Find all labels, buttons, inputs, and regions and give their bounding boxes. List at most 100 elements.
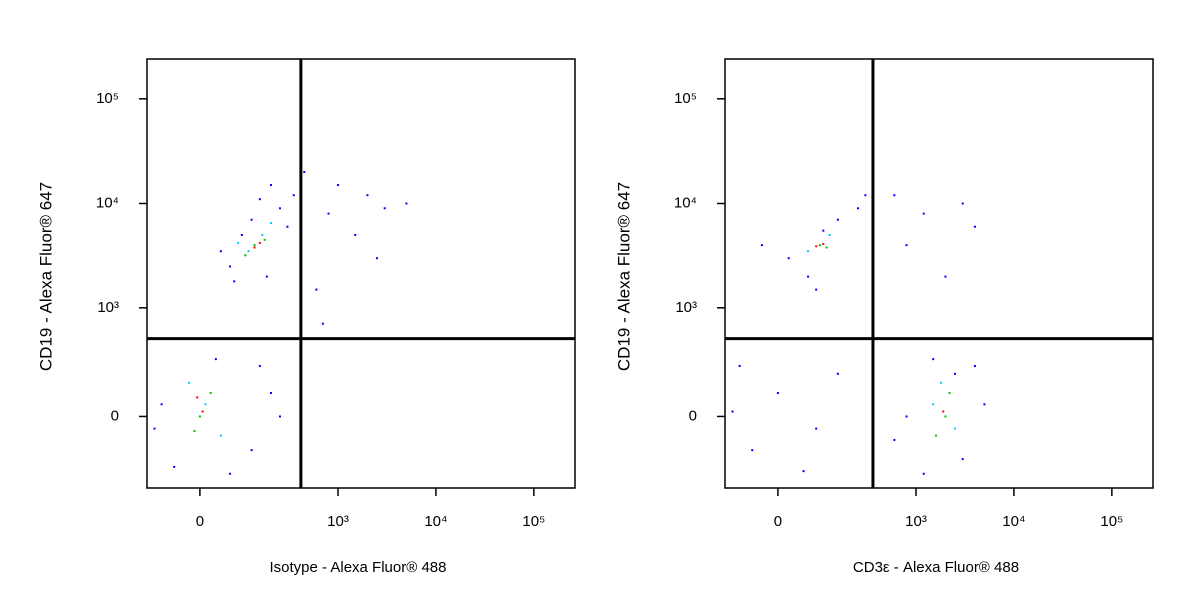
event-dot: [944, 275, 947, 278]
event-dot: [193, 429, 196, 432]
event-dot: [214, 358, 217, 361]
event-dot: [815, 245, 818, 248]
y-tick-label: 10³: [97, 299, 119, 316]
event-dot: [292, 194, 295, 197]
event-dot: [315, 288, 318, 291]
event-dot: [948, 391, 951, 394]
event-dot: [953, 427, 956, 430]
event-dot: [173, 465, 176, 468]
y-tick-label: 10³: [675, 299, 697, 316]
event-dot: [983, 403, 986, 406]
event-dot: [973, 225, 976, 228]
x-tick-label: 10⁵: [522, 513, 545, 530]
event-dot: [961, 202, 964, 205]
event-dot: [354, 234, 357, 237]
event-dot: [219, 250, 222, 253]
event-dot: [321, 322, 324, 325]
event-dot: [934, 434, 937, 437]
event-dot: [973, 365, 976, 368]
event-dot: [822, 229, 825, 232]
event-dot: [905, 415, 908, 418]
event-dot: [828, 234, 831, 237]
event-dot: [366, 194, 369, 197]
event-dot: [922, 472, 925, 475]
event-dot: [815, 288, 818, 291]
y-tick-label: 10⁴: [96, 194, 119, 211]
event-dot: [269, 222, 272, 225]
event-dot: [893, 194, 896, 197]
x-tick-label: 10³: [905, 513, 927, 530]
event-dot: [807, 275, 810, 278]
event-dot: [263, 238, 266, 241]
event-dot: [922, 212, 925, 215]
event-dot: [237, 241, 240, 244]
event-dot: [278, 207, 281, 210]
event-dot: [196, 396, 199, 399]
plot: [153, 170, 408, 475]
event-dot: [405, 202, 408, 205]
event-dot: [807, 250, 810, 253]
x-tick-label: 10⁴: [424, 513, 447, 530]
event-dot: [836, 372, 839, 375]
y-axis-label: CD19 - Alexa Fluor® 647: [614, 182, 633, 371]
x-tick-label: 0: [196, 513, 204, 530]
event-dot: [822, 243, 825, 246]
event-dot: [336, 184, 339, 187]
y-tick-label: 0: [689, 407, 697, 424]
y-tick-label: 10⁴: [674, 194, 697, 211]
x-tick-label: 0: [774, 513, 782, 530]
event-dot: [825, 246, 828, 249]
x-axis-label: CD3ε - Alexa Fluor® 488: [853, 559, 1019, 576]
event-dot: [856, 207, 859, 210]
plot-frame: [146, 58, 576, 489]
event-dot: [250, 218, 253, 221]
event-dot: [383, 207, 386, 210]
event-dot: [250, 449, 253, 452]
event-dot: [219, 434, 222, 437]
event-dot: [253, 244, 256, 247]
event-dot: [247, 250, 250, 253]
event-dot: [818, 244, 821, 247]
event-dot: [893, 438, 896, 441]
event-dot: [229, 472, 232, 475]
plot-frame: [724, 58, 1154, 489]
event-dot: [201, 410, 204, 413]
event-dot: [760, 244, 763, 247]
event-dot: [944, 415, 947, 418]
event-dot: [253, 246, 256, 249]
event-dot: [261, 234, 264, 237]
event-dot: [836, 218, 839, 221]
event-dot: [375, 257, 378, 260]
event-dot: [265, 275, 268, 278]
event-dot: [751, 449, 754, 452]
event-dot: [905, 244, 908, 247]
event-dot: [731, 410, 734, 413]
event-dot: [244, 254, 247, 257]
plot: [731, 194, 986, 475]
event-dot: [153, 427, 156, 430]
event-dot: [939, 381, 942, 384]
event-dot: [802, 470, 805, 473]
event-dot: [258, 241, 261, 244]
event-dot: [303, 170, 306, 173]
x-tick-label: 10⁵: [1100, 513, 1123, 530]
event-dot: [738, 365, 741, 368]
event-dot: [864, 194, 867, 197]
x-axis-label: Isotype - Alexa Fluor® 488: [270, 559, 447, 576]
event-dot: [932, 358, 935, 361]
event-dot: [258, 365, 261, 368]
event-dot: [327, 212, 330, 215]
event-dot: [198, 415, 201, 418]
x-tick-label: 10⁴: [1002, 513, 1025, 530]
event-dot: [953, 372, 956, 375]
event-dot: [932, 403, 935, 406]
event-dot: [209, 391, 212, 394]
event-dot: [776, 391, 779, 394]
x-tick-label: 10³: [327, 513, 349, 530]
event-dot: [160, 403, 163, 406]
event-dot: [269, 391, 272, 394]
y-axis-label: CD19 - Alexa Fluor® 647: [36, 182, 55, 371]
event-dot: [188, 381, 191, 384]
event-dot: [815, 427, 818, 430]
